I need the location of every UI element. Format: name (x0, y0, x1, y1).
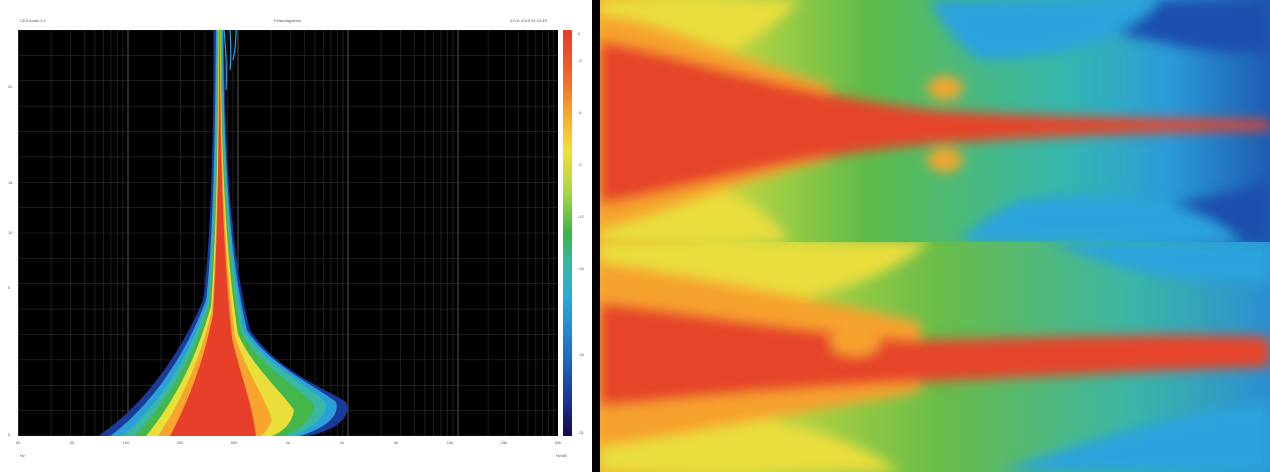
x-tick-label: 20k (554, 440, 562, 445)
x-tick-label: 50 (69, 440, 75, 445)
x-tick-label: 500 (230, 440, 238, 445)
colorbar-tick: -6 (578, 110, 582, 115)
header-right: 01.01.2015 01:23:45 (510, 18, 547, 23)
panel-divider (592, 0, 600, 472)
header-center: Polardiagramm (274, 18, 302, 23)
y-tick-label: 0 (8, 432, 11, 437)
bottom-directivity-map (600, 242, 1270, 472)
right-directivity-maps (600, 0, 1270, 472)
colorbar-tick: 0 (578, 31, 581, 36)
x-tick-label: 5k (393, 440, 399, 445)
colorbar-tick: -12 (578, 214, 584, 219)
y-tick-label: 10 (8, 230, 13, 235)
x-tick-label: 200 (176, 440, 184, 445)
footer-left: Hz (20, 453, 25, 458)
plot-area (17, 29, 558, 437)
x-tick-label: 100 (122, 440, 130, 445)
colorbar-tick: -3 (578, 58, 582, 63)
y-tick-label: 20 (8, 84, 13, 89)
footer-right: Hz/dB (556, 453, 567, 458)
x-tick-label: 10k (446, 440, 454, 445)
beam-layer-red (170, 30, 256, 436)
x-tick-label: 2k (339, 440, 345, 445)
colorbar (563, 30, 572, 436)
directivity-plot (17, 29, 558, 437)
colorbar-tick: -18 (578, 352, 584, 357)
left-polar-chart: CEA Audio 3.x Polardiagramm 01.01.2015 0… (0, 0, 592, 472)
y-tick-label: 15 (8, 180, 13, 185)
colorbar-tick: -21 (578, 430, 584, 435)
y-tick-label: 5 (8, 285, 11, 290)
top-directivity-map (600, 0, 1270, 242)
beam-plume (98, 29, 348, 436)
beam-spike (223, 29, 237, 91)
colorbar-tick: -9 (578, 162, 582, 167)
x-tick-label: 20 (15, 440, 21, 445)
colorbar-tick: -15 (578, 266, 584, 271)
header-left: CEA Audio 3.x (20, 18, 46, 23)
x-tick-label: 1k (285, 440, 291, 445)
x-tick-label: 15k (500, 440, 508, 445)
